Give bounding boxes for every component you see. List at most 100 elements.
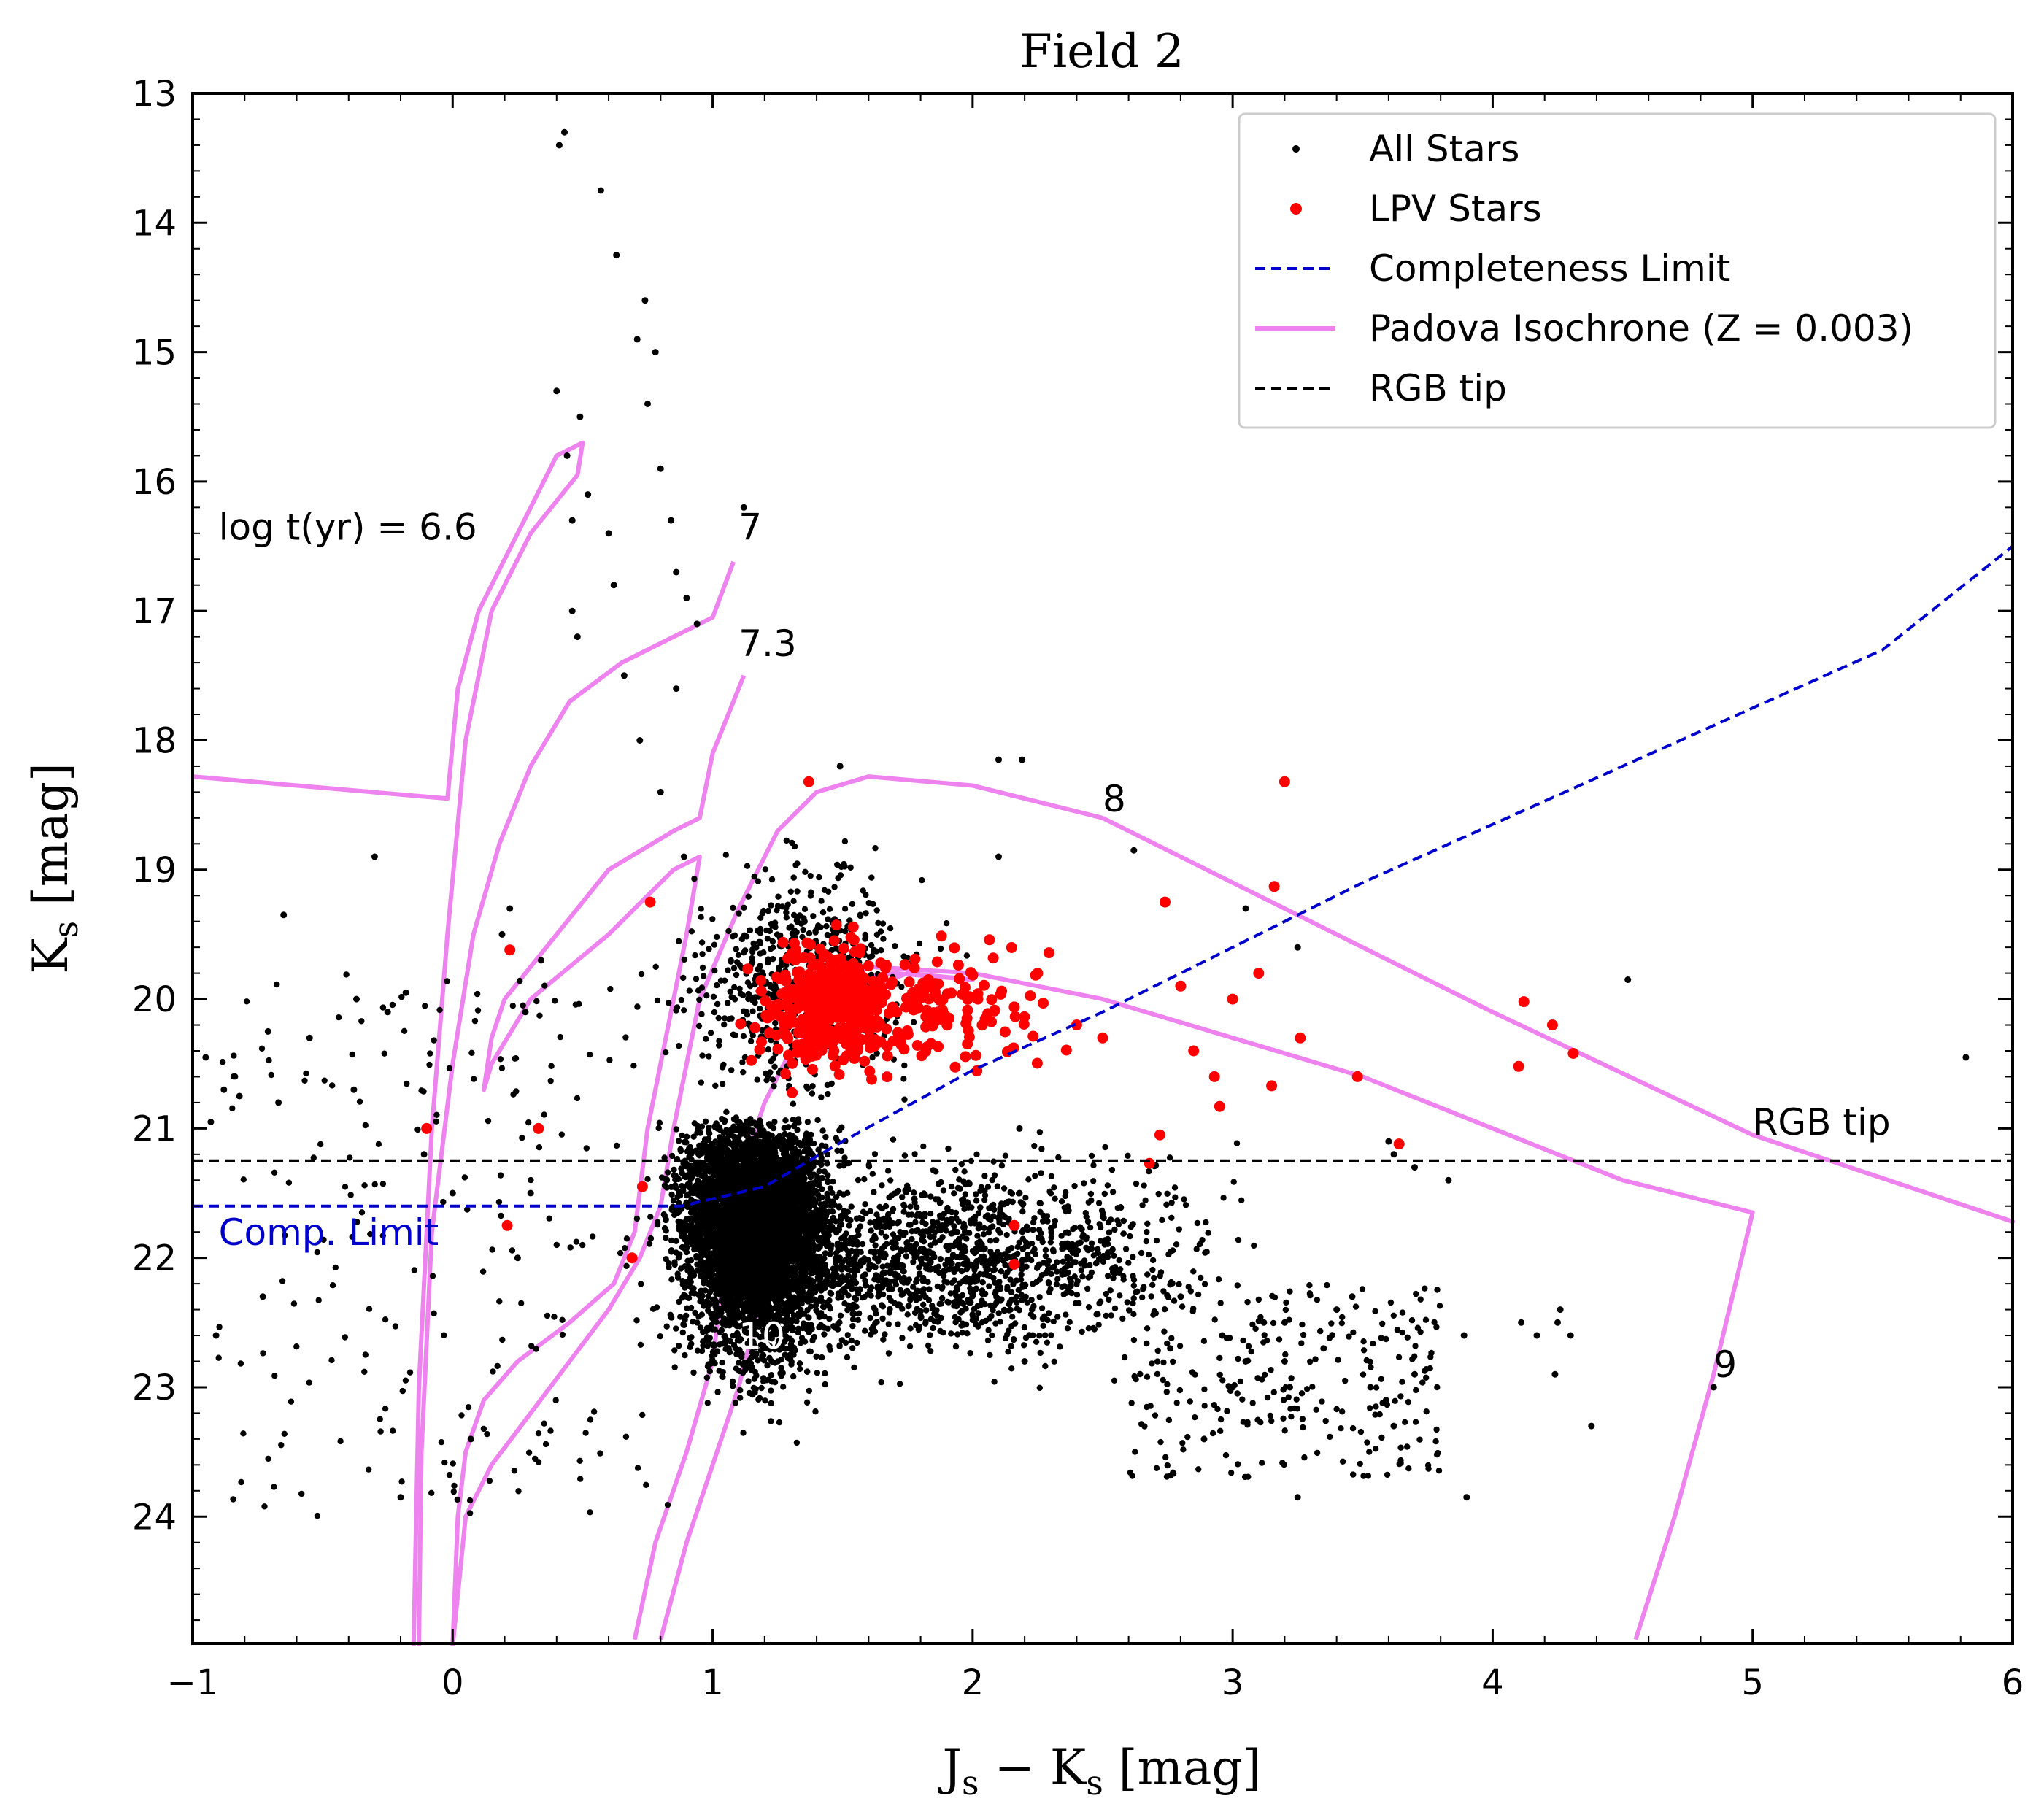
star-point	[757, 1117, 763, 1124]
star-point	[717, 1148, 723, 1154]
star-point	[753, 1122, 760, 1129]
star-point	[725, 1289, 732, 1297]
star-point	[730, 1116, 738, 1122]
star-point	[687, 1335, 693, 1341]
star-point	[800, 1172, 806, 1179]
star-point	[776, 1419, 783, 1426]
star-point	[761, 1357, 768, 1364]
star-point	[730, 1162, 738, 1168]
star-point	[668, 1191, 675, 1198]
star-point	[790, 1373, 797, 1380]
star-point	[704, 1400, 711, 1406]
star-point	[776, 1205, 784, 1212]
star-point	[688, 1150, 695, 1157]
star-point	[674, 1176, 681, 1183]
star-point	[785, 1124, 792, 1130]
star-point	[797, 1365, 803, 1373]
star-point	[816, 1168, 822, 1175]
star-point	[838, 1124, 845, 1130]
star-point	[702, 1118, 709, 1125]
star-point	[804, 1368, 811, 1375]
star-point	[819, 1186, 825, 1192]
star-point	[679, 1132, 685, 1139]
star-point	[683, 1199, 690, 1206]
star-point	[671, 1347, 678, 1354]
star-point	[803, 1227, 810, 1235]
star-point	[813, 1353, 819, 1360]
star-point	[749, 1391, 756, 1398]
star-point	[782, 1117, 789, 1124]
star-point	[673, 1184, 679, 1192]
star-point	[822, 1381, 828, 1388]
star-point	[683, 1139, 690, 1146]
star-point	[798, 1260, 805, 1267]
star-point	[674, 1210, 680, 1216]
star-point	[673, 1325, 679, 1332]
star-point	[794, 1148, 801, 1155]
star-point	[768, 1418, 774, 1424]
star-point	[745, 1378, 752, 1384]
star-point	[822, 1250, 829, 1257]
star-point	[747, 1343, 753, 1350]
star-point	[682, 1284, 688, 1291]
star-point	[719, 1116, 725, 1122]
star-point	[683, 1172, 690, 1179]
star-point	[668, 1205, 676, 1211]
star-point	[736, 1368, 743, 1375]
star-point	[674, 1274, 682, 1281]
star-point	[771, 1119, 778, 1125]
star-point	[701, 1178, 708, 1185]
star-point	[787, 1143, 793, 1150]
star-point	[830, 1179, 836, 1185]
star-point	[806, 1147, 813, 1154]
star-point	[824, 1177, 831, 1184]
star-point	[714, 1348, 721, 1354]
star-point	[655, 1219, 661, 1226]
star-point	[709, 1326, 716, 1333]
star-point	[709, 1271, 716, 1278]
star-point	[694, 1227, 701, 1234]
star-point	[662, 1176, 669, 1183]
star-point	[683, 1216, 690, 1222]
star-point	[701, 1303, 707, 1309]
star-point	[819, 1298, 825, 1305]
star-point	[709, 1250, 716, 1257]
star-point	[755, 1357, 761, 1364]
star-point	[684, 1267, 691, 1274]
star-point	[711, 1172, 717, 1179]
star-point	[803, 1399, 811, 1406]
star-point	[676, 1343, 682, 1349]
star-point	[780, 1384, 787, 1390]
star-point	[737, 1395, 744, 1401]
star-point	[719, 1360, 725, 1366]
star-point	[678, 1165, 684, 1172]
star-point	[647, 1235, 655, 1242]
star-point	[738, 1144, 746, 1150]
star-point	[793, 1439, 801, 1446]
star-point	[768, 1379, 776, 1385]
star-point	[790, 1273, 797, 1280]
star-point	[757, 1347, 765, 1354]
star-point	[826, 1316, 833, 1322]
star-point	[690, 1319, 696, 1325]
star-point	[794, 1127, 801, 1133]
star-point	[812, 1408, 819, 1415]
star-point	[749, 1129, 756, 1135]
star-point	[768, 1372, 775, 1379]
isochrone-line	[450, 674, 747, 1646]
star-point	[859, 1241, 866, 1248]
star-point	[699, 1148, 706, 1155]
star-point	[711, 1342, 717, 1349]
star-point	[718, 1136, 725, 1143]
star-point	[790, 1184, 798, 1190]
star-point	[773, 1195, 780, 1202]
star-point	[729, 1378, 736, 1385]
star-point	[690, 1369, 697, 1376]
star-point	[705, 1128, 712, 1135]
star-point	[695, 1177, 701, 1184]
star-point	[730, 1185, 737, 1192]
star-point	[699, 1224, 706, 1230]
star-point	[744, 1365, 750, 1372]
star-point	[694, 1122, 701, 1130]
star-point	[814, 1117, 821, 1124]
